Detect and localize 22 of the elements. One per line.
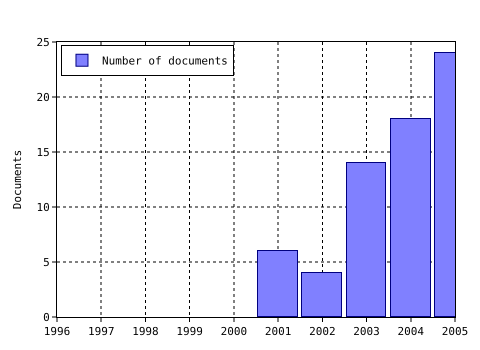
x-tick-label: 2003 <box>353 325 380 338</box>
bar <box>257 250 298 317</box>
x-tick-label: 1997 <box>88 325 114 338</box>
x-tick-label: 2005 <box>442 325 468 338</box>
bar <box>346 162 386 317</box>
x-tick-label: 1998 <box>132 325 159 338</box>
bar <box>301 272 342 317</box>
y-tick-label: 0 <box>43 310 50 324</box>
x-tick-label: 2001 <box>264 325 292 338</box>
bar <box>390 118 431 317</box>
legend-label: Number of documents <box>102 54 228 68</box>
x-tick-label: 2002 <box>309 325 336 338</box>
x-tick-label: 1999 <box>176 325 203 338</box>
y-tick-label: 10 <box>36 200 50 214</box>
x-tick-label: 1996 <box>44 325 70 338</box>
y-tick-label: 15 <box>36 146 50 159</box>
y-tick-label: 25 <box>36 36 50 49</box>
y-axis-title: Documents <box>11 150 24 210</box>
x-tick-label: 2000 <box>220 325 248 338</box>
x-tick-label: 2004 <box>398 325 424 338</box>
y-tick-label: 5 <box>43 256 50 269</box>
y-tick-label: 20 <box>36 90 50 104</box>
